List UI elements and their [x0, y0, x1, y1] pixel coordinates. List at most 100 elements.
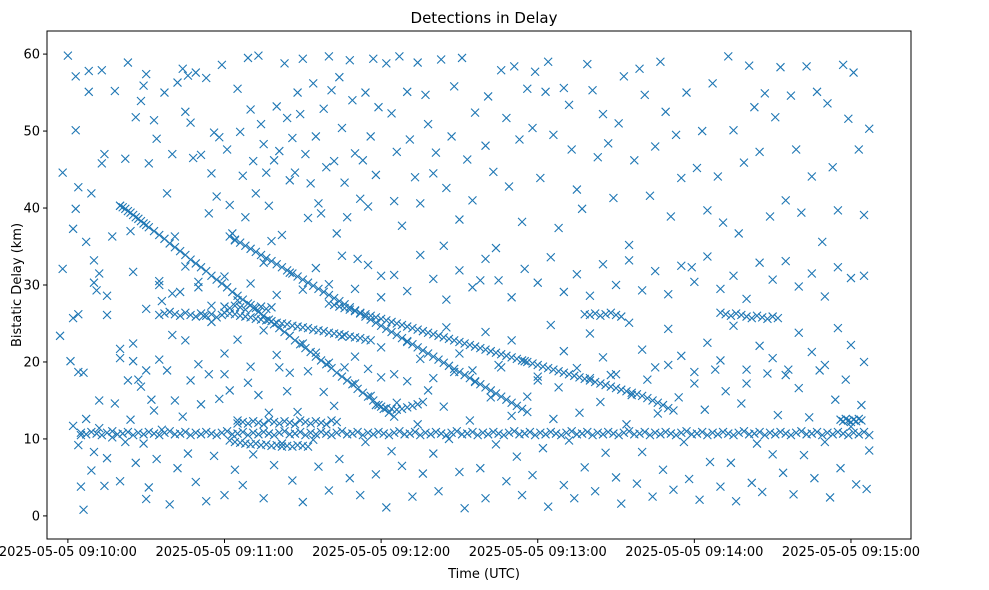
data-point: [201, 496, 211, 506]
data-point: [298, 339, 308, 348]
data-point: [742, 365, 751, 375]
data-point: [298, 275, 308, 285]
data-point: [663, 324, 673, 334]
data-point: [444, 334, 454, 344]
data-point: [376, 314, 386, 324]
data-point: [428, 449, 438, 458]
data-point: [434, 486, 443, 496]
data-point: [619, 72, 629, 81]
data-point: [133, 428, 143, 438]
data-point: [68, 421, 78, 431]
data-point: [857, 416, 866, 425]
y-axis-label: Bistatic Delay (km): [10, 223, 25, 347]
data-point: [332, 417, 342, 427]
data-point: [194, 359, 203, 369]
data-point: [316, 418, 326, 428]
data-point: [100, 481, 109, 491]
data-point: [572, 185, 582, 194]
data-point: [126, 415, 135, 425]
x-tick-label: 2025-05-05 09:14:00: [625, 545, 763, 560]
data-point: [86, 427, 96, 437]
data-point: [864, 430, 874, 440]
data-point: [139, 439, 148, 448]
data-point: [423, 386, 433, 395]
data-point: [222, 426, 232, 436]
data-point: [713, 172, 723, 181]
data-point: [264, 408, 274, 418]
data-point: [449, 82, 459, 91]
data-point: [402, 337, 412, 347]
data-point: [81, 414, 91, 424]
data-point: [345, 55, 355, 65]
data-point: [512, 401, 522, 411]
data-point: [353, 254, 363, 264]
data-point: [413, 325, 423, 335]
data-point: [235, 238, 245, 248]
data-point: [324, 52, 334, 61]
data-point: [340, 362, 349, 372]
data-point: [517, 356, 527, 365]
data-point: [468, 195, 477, 205]
data-point: [254, 390, 263, 400]
data-point: [89, 278, 99, 288]
data-point: [820, 292, 830, 301]
data-point: [462, 155, 472, 164]
data-point: [481, 254, 490, 264]
data-point: [186, 118, 195, 127]
data-point: [314, 462, 323, 472]
data-point: [418, 397, 428, 407]
data-point: [723, 52, 733, 61]
data-point: [308, 78, 318, 88]
data-point: [97, 158, 107, 168]
data-point: [496, 392, 506, 401]
data-point: [212, 275, 222, 285]
data-point: [757, 487, 767, 497]
data-point: [533, 360, 543, 370]
data-point: [102, 453, 112, 463]
data-point: [274, 362, 284, 372]
data-points: [55, 51, 874, 515]
data-point: [363, 428, 373, 438]
data-point: [431, 148, 441, 158]
data-point: [439, 402, 449, 412]
data-point: [807, 347, 817, 357]
data-point: [846, 273, 856, 283]
data-point: [595, 379, 605, 388]
data-point: [663, 403, 673, 413]
data-point: [303, 442, 313, 452]
data-point: [770, 112, 780, 122]
data-point: [389, 428, 399, 438]
data-point: [595, 311, 605, 321]
data-point: [637, 391, 647, 401]
data-point: [149, 115, 159, 125]
data-point: [350, 379, 360, 388]
data-point: [418, 346, 428, 355]
data-point: [585, 291, 595, 301]
data-point: [439, 358, 449, 368]
data-point: [196, 399, 206, 409]
data-point: [79, 368, 88, 378]
data-point: [141, 69, 151, 79]
data-point: [329, 300, 339, 310]
data-point: [282, 319, 292, 329]
data-point: [225, 303, 235, 313]
data-point: [94, 269, 104, 278]
data-point: [585, 376, 595, 385]
data-point: [152, 134, 162, 144]
data-point: [703, 252, 712, 261]
data-point: [781, 370, 791, 380]
data-point: [402, 286, 412, 296]
data-point: [392, 330, 402, 340]
data-point: [833, 323, 843, 333]
data-point: [682, 426, 691, 436]
data-point: [478, 428, 488, 438]
data-point: [94, 396, 104, 405]
data-point: [415, 354, 425, 364]
data-point: [84, 66, 94, 76]
data-point: [520, 264, 530, 274]
data-point: [246, 244, 255, 254]
data-point: [204, 209, 214, 218]
data-point: [162, 366, 172, 375]
data-point: [773, 410, 783, 420]
data-point: [611, 369, 621, 379]
